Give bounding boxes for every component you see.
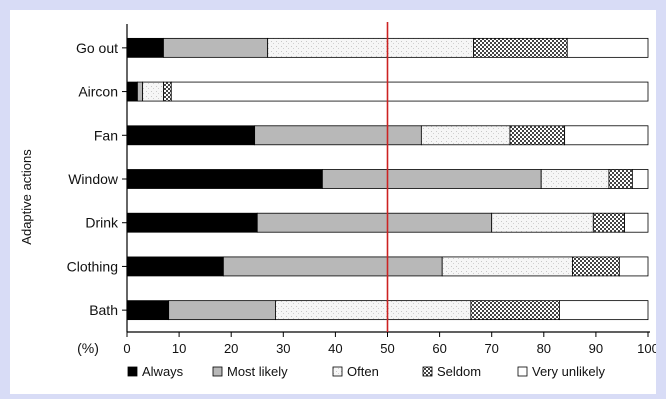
bar-go-out-seldom	[473, 37, 568, 58]
bar-bath-most-likely	[168, 300, 276, 321]
x-tick-label-20: 20	[224, 341, 238, 356]
bar-aircon-often	[142, 81, 164, 102]
bar-aircon-seldom	[163, 81, 172, 102]
category-label-bath: Bath	[89, 302, 118, 318]
bar-drink-always	[126, 212, 258, 233]
bar-drink-most-likely	[256, 212, 493, 233]
stacked-bar-chart: Go out Aircon Fan Window Drink Clothing Bath 0 1…	[19, 22, 659, 379]
category-label-go-out: Go out	[76, 40, 118, 56]
bar-bath-very-unlikely	[559, 300, 649, 321]
category-label-aircon: Aircon	[78, 84, 118, 100]
bar-clothing-always	[126, 256, 224, 277]
bar-aircon-most-likely	[137, 81, 144, 102]
bar-clothing-most-likely	[222, 256, 443, 277]
category-label-fan: Fan	[94, 127, 118, 143]
y-axis-label: Adaptive actions	[19, 149, 34, 245]
legend-label-often: Often	[347, 364, 379, 379]
bar-window-often	[540, 169, 610, 189]
x-tick-label-50: 50	[380, 341, 394, 356]
bar-drink-very-unlikely	[624, 212, 649, 233]
category-label-drink: Drink	[85, 215, 119, 231]
x-tick-label-80: 80	[537, 341, 551, 356]
x-tick-label-100: 100	[637, 341, 656, 356]
bar-aircon-very-unlikely	[170, 81, 649, 102]
chart-figure: Go out Aircon Fan Window Drink Clothing Bath 0 1…	[10, 10, 659, 394]
category-label-clothing: Clothing	[67, 258, 118, 274]
bar-bath-seldom	[470, 300, 560, 321]
bar-drink-often	[491, 212, 594, 233]
legend-label-always: Always	[142, 364, 184, 379]
legend-swatch-seldom	[422, 366, 433, 377]
bar-window-very-unlikely	[631, 169, 649, 189]
legend-label-very-unlikely: Very unlikely	[532, 364, 605, 379]
bar-fan-most-likely	[254, 125, 422, 146]
x-tick-label-30: 30	[276, 341, 290, 356]
bar-clothing-often	[441, 256, 573, 277]
bar-window-seldom	[608, 169, 633, 189]
x-tick-label-10: 10	[172, 341, 186, 356]
bar-fan-often	[420, 125, 511, 146]
bar-clothing-seldom	[572, 256, 620, 277]
legend-swatch-most-likely	[212, 366, 223, 377]
bar-go-out-often	[267, 37, 474, 58]
x-tick-label-0: 0	[123, 341, 130, 356]
x-axis-label: (%)	[77, 340, 99, 356]
bar-go-out-always	[126, 37, 164, 58]
bar-window-always	[126, 169, 323, 189]
bar-fan-seldom	[509, 125, 566, 146]
x-tick-label-70: 70	[484, 341, 498, 356]
bar-clothing-very-unlikely	[618, 256, 649, 277]
bar-drink-seldom	[592, 212, 625, 233]
x-tick-label-40: 40	[328, 341, 342, 356]
legend-swatch-very-unlikely	[517, 366, 528, 377]
legend-swatch-often	[332, 366, 343, 377]
x-tick-label-60: 60	[432, 341, 446, 356]
legend-label-most-likely: Most likely	[227, 364, 288, 379]
legend-swatch-always	[127, 366, 138, 377]
legend-label-seldom: Seldom	[437, 364, 481, 379]
bar-fan-very-unlikely	[564, 125, 649, 146]
bar-bath-often	[275, 300, 472, 321]
bar-fan-always	[126, 125, 256, 146]
category-label-window: Window	[68, 171, 119, 187]
bar-bath-always	[126, 300, 170, 321]
bar-aircon-always	[126, 81, 138, 102]
x-tick-label-90: 90	[589, 341, 603, 356]
bar-go-out-most-likely	[163, 37, 269, 58]
bar-window-most-likely	[321, 169, 542, 189]
bar-go-out-very-unlikely	[566, 37, 649, 58]
